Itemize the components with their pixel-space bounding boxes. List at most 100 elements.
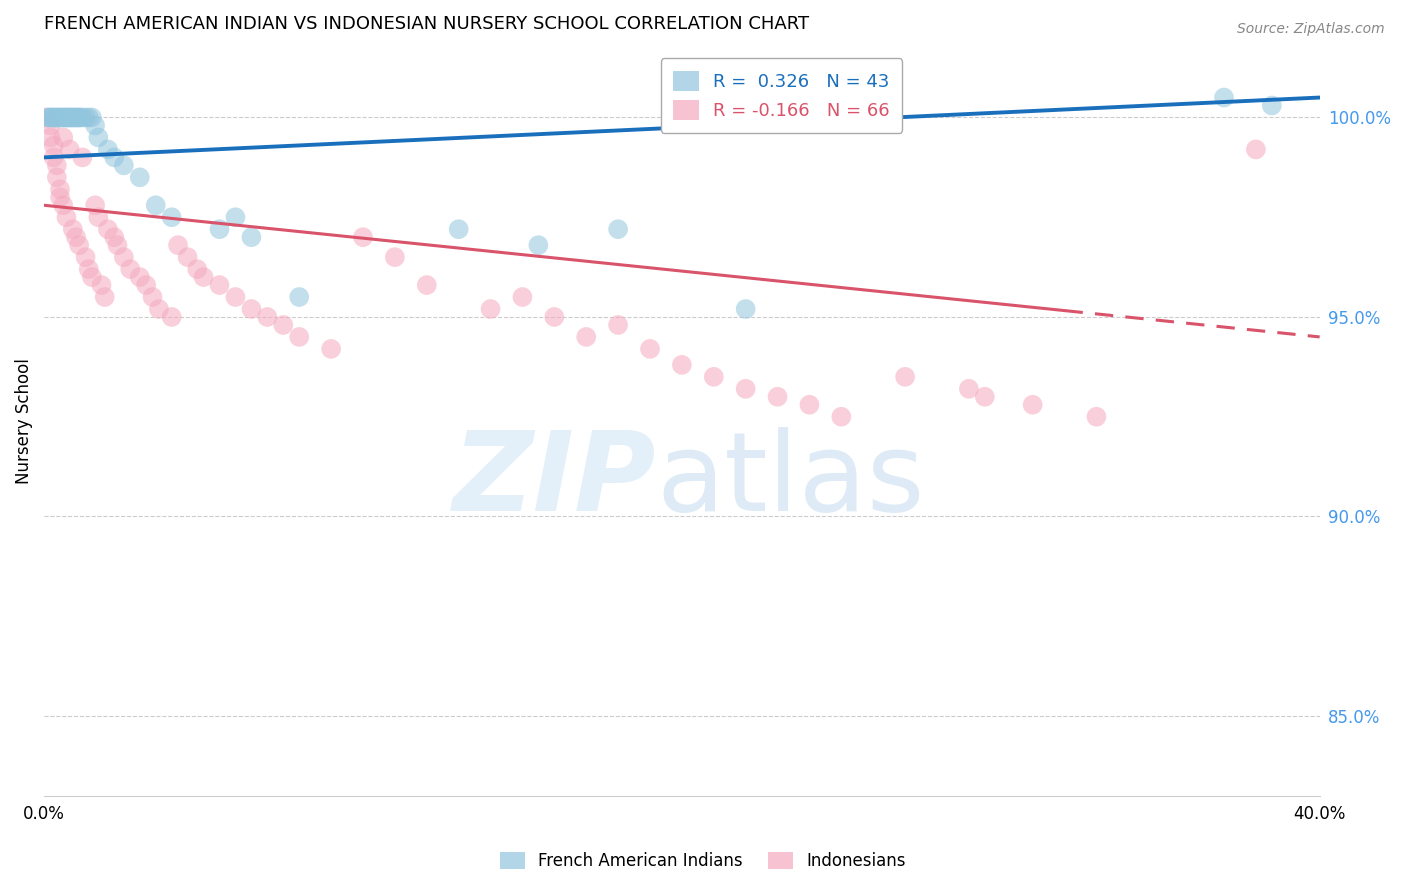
Point: [734, 301, 756, 316]
Point: [45, 111, 67, 125]
Point: [607, 222, 630, 236]
Point: [734, 382, 756, 396]
Point: [72, 150, 94, 164]
Point: [766, 390, 789, 404]
Point: [224, 290, 246, 304]
Point: [416, 278, 439, 293]
Point: [42, 150, 65, 164]
Point: [49, 111, 72, 125]
Point: [607, 318, 630, 332]
Point: [87, 130, 110, 145]
Point: [75, 111, 97, 125]
Point: [55, 111, 77, 125]
Point: [120, 262, 142, 277]
Point: [208, 222, 231, 236]
Point: [193, 270, 215, 285]
Legend: R =  0.326   N = 43, R = -0.166   N = 66: R = 0.326 N = 43, R = -0.166 N = 66: [661, 59, 903, 133]
Point: [527, 238, 550, 252]
Point: [39, 111, 62, 125]
Point: [186, 262, 208, 277]
Legend: French American Indians, Indonesians: French American Indians, Indonesians: [494, 845, 912, 877]
Point: [224, 211, 246, 225]
Point: [72, 111, 94, 125]
Point: [75, 250, 97, 264]
Point: [543, 310, 565, 324]
Point: [87, 211, 110, 225]
Point: [1021, 398, 1043, 412]
Point: [160, 211, 183, 225]
Point: [80, 111, 103, 125]
Point: [62, 111, 84, 125]
Point: [37, 111, 59, 125]
Point: [37, 111, 59, 125]
Point: [67, 111, 90, 125]
Point: [49, 190, 72, 204]
Point: [1213, 90, 1236, 104]
Point: [42, 111, 65, 125]
Point: [107, 238, 129, 252]
Point: [479, 301, 502, 316]
Point: [77, 111, 100, 125]
Point: [65, 230, 87, 244]
Point: [112, 158, 135, 172]
Point: [447, 222, 470, 236]
Point: [638, 342, 661, 356]
Point: [288, 290, 311, 304]
Point: [84, 198, 107, 212]
Point: [52, 111, 75, 125]
Point: [271, 318, 294, 332]
Point: [62, 111, 84, 125]
Point: [45, 111, 67, 125]
Point: [1261, 98, 1284, 112]
Point: [973, 390, 995, 404]
Point: [49, 182, 72, 196]
Point: [167, 238, 190, 252]
Point: [103, 230, 125, 244]
Point: [42, 138, 65, 153]
Point: [52, 198, 75, 212]
Y-axis label: Nursery School: Nursery School: [15, 358, 32, 483]
Point: [128, 270, 150, 285]
Point: [55, 111, 77, 125]
Point: [384, 250, 406, 264]
Point: [97, 142, 120, 156]
Point: [97, 222, 120, 236]
Point: [1085, 409, 1108, 424]
Point: [208, 278, 231, 293]
Point: [575, 330, 598, 344]
Point: [52, 111, 75, 125]
Point: [176, 250, 198, 264]
Point: [49, 111, 72, 125]
Point: [894, 369, 917, 384]
Point: [52, 130, 75, 145]
Point: [288, 330, 311, 344]
Point: [135, 278, 157, 293]
Point: [93, 290, 115, 304]
Point: [128, 170, 150, 185]
Point: [77, 262, 100, 277]
Point: [59, 111, 82, 125]
Point: [39, 119, 62, 133]
Point: [112, 250, 135, 264]
Point: [42, 111, 65, 125]
Point: [160, 310, 183, 324]
Point: [45, 170, 67, 185]
Point: [90, 278, 112, 293]
Point: [957, 382, 980, 396]
Point: [240, 230, 263, 244]
Point: [352, 230, 374, 244]
Text: atlas: atlas: [657, 427, 925, 534]
Text: Source: ZipAtlas.com: Source: ZipAtlas.com: [1237, 22, 1385, 37]
Point: [671, 358, 693, 372]
Point: [240, 301, 263, 316]
Point: [59, 142, 82, 156]
Point: [65, 111, 87, 125]
Point: [84, 119, 107, 133]
Point: [103, 150, 125, 164]
Point: [1244, 142, 1267, 156]
Point: [62, 222, 84, 236]
Point: [830, 409, 852, 424]
Point: [80, 270, 103, 285]
Point: [319, 342, 342, 356]
Point: [65, 111, 87, 125]
